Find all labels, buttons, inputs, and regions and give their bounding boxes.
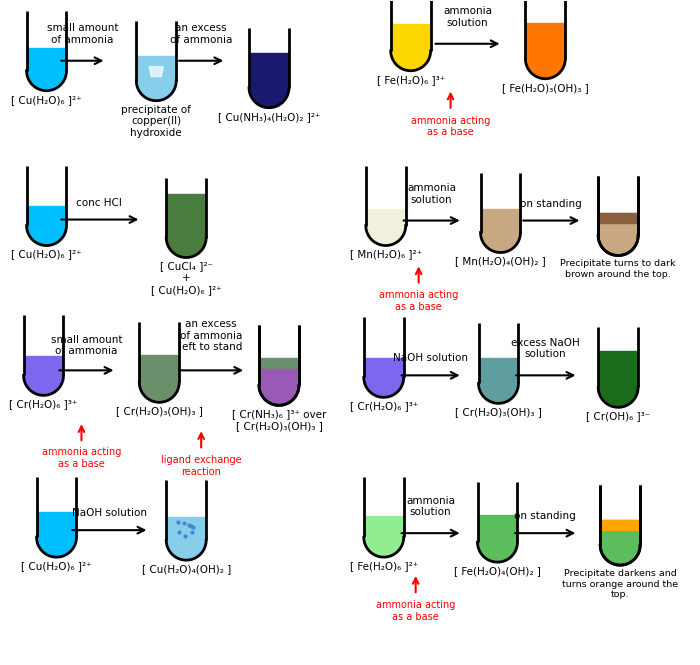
Text: [ Cr(H₂O)₆ ]³⁺: [ Cr(H₂O)₆ ]³⁺ [349,401,418,412]
Polygon shape [482,209,519,233]
Polygon shape [599,213,637,235]
Polygon shape [365,537,402,556]
Text: ligand exchange
reaction: ligand exchange reaction [161,456,241,477]
Text: precipitate of
copper(II)
hydroxide: precipitate of copper(II) hydroxide [121,104,191,138]
Polygon shape [601,520,639,545]
Polygon shape [167,194,205,237]
Text: ammonia
solution: ammonia solution [443,6,492,28]
Polygon shape [365,516,402,537]
Text: on standing: on standing [521,199,582,209]
Text: [ Cr(H₂O)₃(OH)₃ ]: [ Cr(H₂O)₃(OH)₃ ] [455,408,542,418]
Text: [ CuCl₄ ]²⁻
+
[ Cu(H₂O)₆ ]²⁺: [ CuCl₄ ]²⁻ + [ Cu(H₂O)₆ ]²⁺ [151,261,221,295]
Text: Precipitate turns to dark
brown around the top.: Precipitate turns to dark brown around t… [561,259,676,279]
Text: [ Cu(H₂O)₆ ]²⁺: [ Cu(H₂O)₆ ]²⁺ [11,249,82,259]
Polygon shape [260,358,298,385]
Polygon shape [599,213,637,223]
Text: an excess
of ammonia: an excess of ammonia [170,23,232,45]
Text: [ Cu(H₂O)₄(OH)₂ ]: [ Cu(H₂O)₄(OH)₂ ] [141,564,231,574]
Polygon shape [27,225,66,245]
Text: [ Cr(OH)₆ ]³⁻: [ Cr(OH)₆ ]³⁻ [586,412,650,422]
Text: ammonia
solution: ammonia solution [407,183,456,205]
Polygon shape [367,225,405,245]
Text: [ Cr(H₂O)₃(OH)₃ ]: [ Cr(H₂O)₃(OH)₃ ] [116,406,203,416]
Polygon shape [365,358,402,377]
Text: NaOH solution: NaOH solution [393,353,468,363]
Polygon shape [149,66,163,76]
Polygon shape [482,233,519,251]
Text: ammonia acting
as a base: ammonia acting as a base [411,116,490,137]
Polygon shape [25,356,62,375]
Polygon shape [599,387,637,406]
Text: [ Fe(H₂O)₆ ]²⁺: [ Fe(H₂O)₆ ]²⁺ [349,561,418,571]
Text: [ Cu(H₂O)₆ ]²⁺: [ Cu(H₂O)₆ ]²⁺ [21,561,92,571]
Text: NaOH solution: NaOH solution [72,508,147,518]
Polygon shape [599,351,637,387]
Polygon shape [137,80,175,100]
Polygon shape [167,237,205,257]
Polygon shape [140,355,178,382]
Text: excess NaOH
solution: excess NaOH solution [511,338,580,359]
Polygon shape [260,385,298,404]
Polygon shape [25,375,62,394]
Polygon shape [140,382,178,401]
Polygon shape [601,545,639,564]
Polygon shape [480,358,517,383]
Polygon shape [526,59,564,78]
Text: [ Fe(H₂O)₃(OH)₃ ]: [ Fe(H₂O)₃(OH)₃ ] [502,82,589,92]
Polygon shape [392,51,430,70]
Polygon shape [260,368,298,385]
Text: small amount
of ammonia: small amount of ammonia [47,23,118,45]
Polygon shape [599,235,637,255]
Text: [ Cu(NH₃)₄(H₂O)₂ ]²⁺: [ Cu(NH₃)₄(H₂O)₂ ]²⁺ [218,112,321,122]
Text: [ Cr(H₂O)₆ ]³⁺: [ Cr(H₂O)₆ ]³⁺ [9,399,78,410]
Text: ammonia acting
as a base: ammonia acting as a base [379,291,459,312]
Polygon shape [479,542,517,561]
Text: [ Mn(H₂O)₆ ]²⁺: [ Mn(H₂O)₆ ]²⁺ [350,249,422,259]
Text: ammonia acting
as a base: ammonia acting as a base [42,448,121,469]
Text: on standing: on standing [514,511,576,521]
Polygon shape [27,206,66,225]
Polygon shape [27,48,66,70]
Polygon shape [601,520,639,530]
Polygon shape [367,209,405,225]
Polygon shape [392,24,430,51]
Text: [ Cr(NH₃)₆ ]³⁺ over
[ Cr(H₂O)₃(OH)₃ ]: [ Cr(NH₃)₆ ]³⁺ over [ Cr(H₂O)₃(OH)₃ ] [232,410,326,431]
Polygon shape [38,512,76,537]
Polygon shape [526,23,564,59]
Polygon shape [480,383,517,402]
Text: small amount
of ammonia: small amount of ammonia [50,334,122,356]
Text: [ Mn(H₂O)₄(OH)₂ ]: [ Mn(H₂O)₄(OH)₂ ] [455,257,546,267]
Polygon shape [250,88,288,106]
Text: [ Fe(H₂O)₆ ]³⁺: [ Fe(H₂O)₆ ]³⁺ [377,74,444,84]
Polygon shape [479,515,517,542]
Polygon shape [250,53,288,88]
Text: an excess
of ammonia
left to stand: an excess of ammonia left to stand [179,319,243,352]
Text: ammonia acting
as a base: ammonia acting as a base [376,600,456,622]
Polygon shape [365,377,402,396]
Polygon shape [38,537,76,556]
Text: Precipitate darkens and
turns orange around the
top.: Precipitate darkens and turns orange aro… [562,569,678,599]
Polygon shape [27,70,66,90]
Polygon shape [167,517,205,540]
Text: conc HCl: conc HCl [76,198,122,207]
Text: [ Fe(H₂O)₄(OH)₂ ]: [ Fe(H₂O)₄(OH)₂ ] [454,566,541,576]
Text: [ Cu(H₂O)₆ ]²⁺: [ Cu(H₂O)₆ ]²⁺ [11,94,82,104]
Polygon shape [167,540,205,559]
Polygon shape [260,385,298,404]
Polygon shape [137,56,175,80]
Text: ammonia
solution: ammonia solution [406,495,455,517]
